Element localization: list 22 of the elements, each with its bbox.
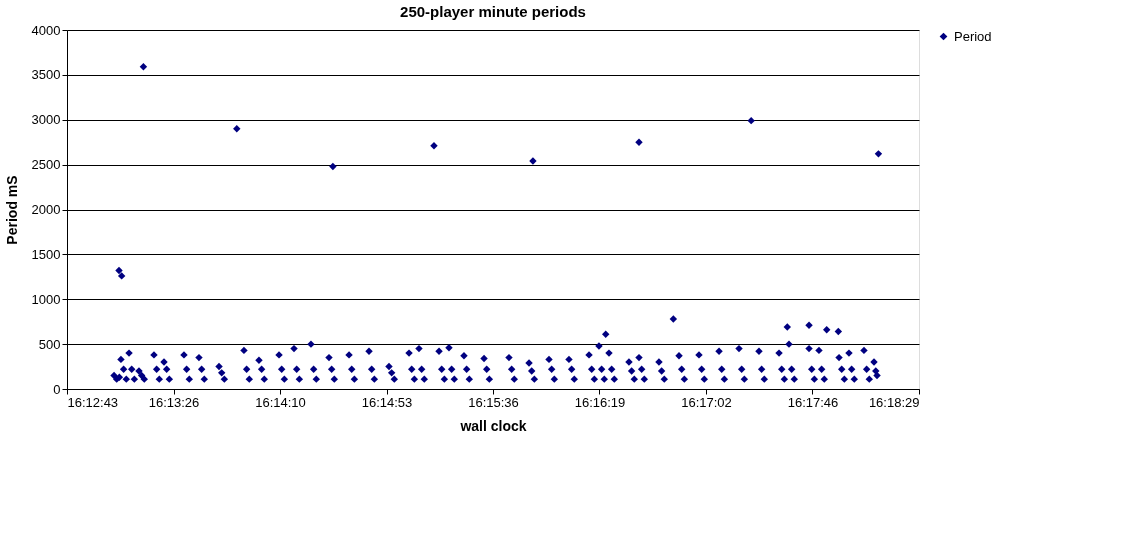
x-tick-label: 16:18:29 [868,394,920,410]
y-tick-label: 3000 [31,112,61,128]
x-tick-label: 16:17:46 [787,394,839,410]
y-tick-label: 0 [53,381,61,397]
x-tick-label: 16:13:26 [148,394,200,410]
y-tick-label: 500 [38,336,61,352]
x-tick-label: 16:12:43 [67,394,119,410]
x-tick-label: 16:14:53 [361,394,413,410]
x-tick-label: 16:17:02 [681,394,732,410]
x-axis-title: wall clock [459,417,527,434]
y-tick-label: 1500 [31,246,61,262]
y-tick-label: 4000 [31,22,61,38]
y-tick-label: 2500 [31,157,61,173]
y-tick-label: 2000 [31,202,61,217]
x-tick-label: 16:14:10 [255,394,306,410]
x-tick-label: 16:16:19 [574,394,626,410]
legend-label: Period [954,28,992,44]
y-tick-label: 3500 [31,67,61,83]
x-tick-label: 16:15:36 [468,394,519,410]
y-tick-label: 1000 [31,291,61,307]
chart-title: 250-player minute periods [400,3,586,20]
y-axis-title: Period mS [3,175,20,245]
